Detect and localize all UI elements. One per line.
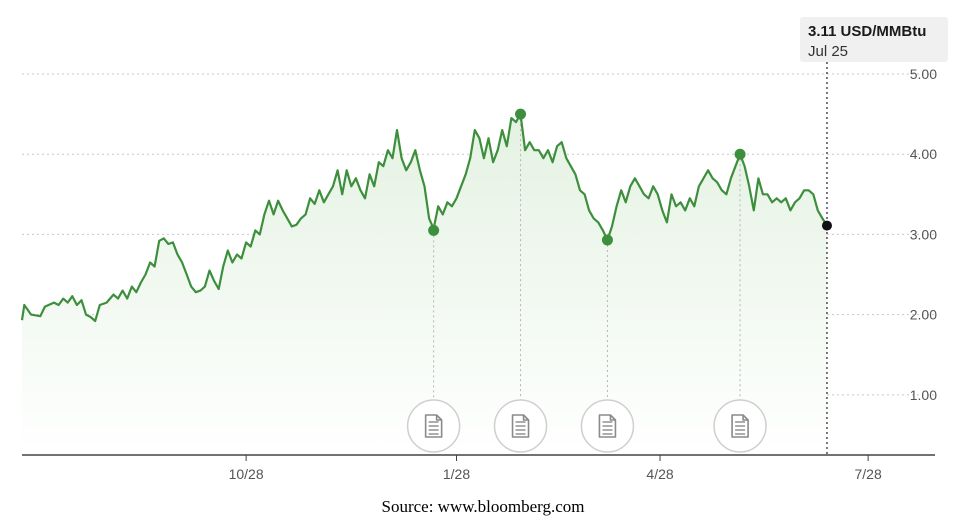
- y-tick-label: 4.00: [910, 146, 937, 162]
- event-icons[interactable]: [406, 399, 767, 453]
- document-icon[interactable]: [493, 399, 548, 453]
- y-tick-label: 3.00: [910, 226, 937, 242]
- source-caption: Source: www.bloomberg.com: [381, 497, 584, 516]
- event-marker-dot[interactable]: [601, 234, 613, 246]
- tooltip-date: Jul 25: [808, 43, 848, 60]
- current-price-point: [821, 220, 832, 231]
- x-tick-label: 4/28: [646, 466, 673, 482]
- document-icon[interactable]: [406, 399, 461, 453]
- price-area-fill: [22, 114, 827, 455]
- y-tick-label: 1.00: [910, 387, 937, 403]
- document-icon[interactable]: [713, 399, 767, 453]
- price-tooltip: 3.11 USD/MMBtu Jul 25: [800, 17, 948, 62]
- x-axis-ticks: 10/28 1/28 4/28 7/28: [229, 455, 882, 482]
- document-icon[interactable]: [580, 399, 635, 453]
- tooltip-value: 3.11 USD/MMBtu: [808, 23, 926, 40]
- y-tick-label: 5.00: [910, 66, 937, 82]
- event-marker-dot[interactable]: [515, 108, 527, 120]
- event-droplines: [433, 114, 741, 400]
- price-series-line: [20, 113, 828, 323]
- x-tick-label: 10/28: [229, 466, 264, 482]
- tooltip-background: [800, 17, 948, 62]
- y-tick-label: 2.00: [910, 307, 937, 323]
- x-tick-label: 7/28: [855, 466, 882, 482]
- event-marker-dot[interactable]: [734, 148, 746, 160]
- event-marker-dot[interactable]: [428, 224, 440, 236]
- x-tick-label: 1/28: [443, 466, 470, 482]
- y-axis-ticks: 5.00 4.00 3.00 2.00 1.00: [910, 66, 937, 403]
- event-markers[interactable]: [428, 108, 746, 246]
